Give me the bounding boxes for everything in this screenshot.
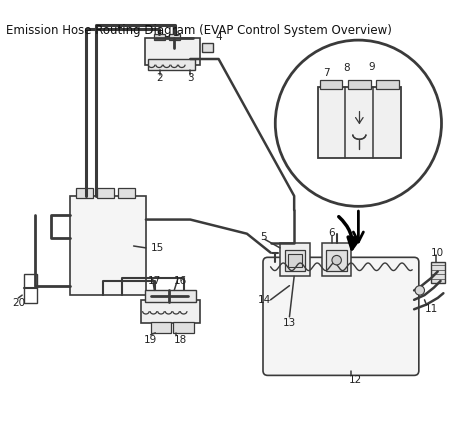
Bar <box>348 80 371 89</box>
FancyBboxPatch shape <box>263 257 419 375</box>
Circle shape <box>415 286 425 295</box>
Text: 9: 9 <box>368 61 375 72</box>
Bar <box>289 254 302 267</box>
Bar <box>322 243 351 276</box>
Bar <box>118 188 135 198</box>
FancyArrowPatch shape <box>354 211 364 242</box>
Bar <box>326 250 347 271</box>
Bar <box>319 80 342 89</box>
Text: 13: 13 <box>283 318 296 329</box>
Bar <box>70 196 146 295</box>
Bar <box>170 34 180 40</box>
Text: 2: 2 <box>157 73 164 83</box>
Bar <box>76 188 93 198</box>
Text: 10: 10 <box>431 248 444 258</box>
Bar <box>155 34 165 40</box>
Text: 6: 6 <box>328 228 335 238</box>
Text: 18: 18 <box>174 335 187 346</box>
Text: 3: 3 <box>187 73 193 83</box>
Text: 15: 15 <box>151 243 164 253</box>
Bar <box>173 321 194 333</box>
Text: 1: 1 <box>173 28 180 38</box>
Text: 8: 8 <box>344 64 350 73</box>
FancyArrowPatch shape <box>339 217 359 249</box>
Bar <box>145 290 196 302</box>
Bar <box>24 274 37 303</box>
Bar <box>318 87 401 158</box>
Text: 5: 5 <box>261 232 267 242</box>
Circle shape <box>275 40 441 206</box>
Text: 7: 7 <box>323 68 329 78</box>
Text: 12: 12 <box>349 375 362 385</box>
Bar <box>280 243 310 276</box>
Text: 17: 17 <box>148 276 161 286</box>
Bar <box>431 262 445 283</box>
Bar <box>141 300 200 324</box>
Bar <box>151 321 172 333</box>
Circle shape <box>332 255 341 265</box>
Text: 11: 11 <box>425 304 438 314</box>
Text: 14: 14 <box>257 295 271 305</box>
Bar <box>148 59 195 70</box>
Text: 20: 20 <box>12 298 25 308</box>
Text: 19: 19 <box>144 335 157 346</box>
Text: 16: 16 <box>174 276 187 286</box>
Text: Emission Hose Routing Diagram (EVAP Control System Overview): Emission Hose Routing Diagram (EVAP Cont… <box>6 24 392 37</box>
Bar <box>376 80 399 89</box>
Bar <box>97 188 114 198</box>
Bar <box>201 43 213 53</box>
Text: 4: 4 <box>215 32 222 42</box>
Bar <box>145 38 200 65</box>
Bar <box>285 250 306 271</box>
